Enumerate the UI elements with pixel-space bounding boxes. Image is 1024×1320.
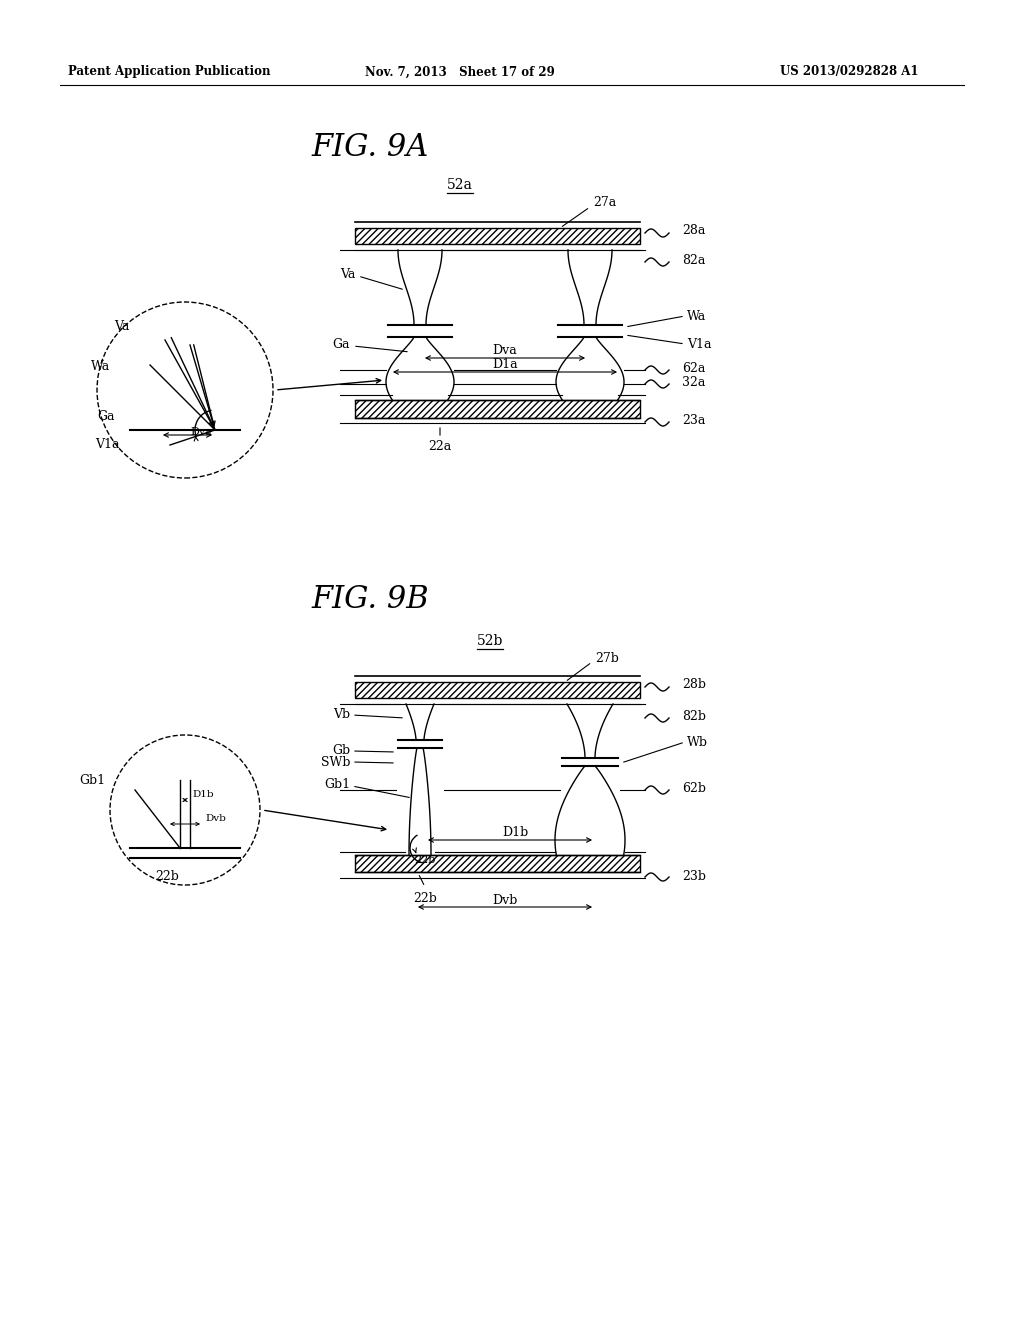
Text: Gb1: Gb1 [79,774,105,787]
Text: 62a: 62a [682,363,706,375]
Text: Dva: Dva [190,426,212,437]
Text: SWb: SWb [321,755,350,768]
Text: D1a: D1a [493,359,518,371]
Text: Ga: Ga [333,338,350,351]
Text: Patent Application Publication: Patent Application Publication [68,66,270,78]
Text: 32a: 32a [682,376,706,389]
Text: 22b: 22b [155,870,179,883]
Text: US 2013/0292828 A1: US 2013/0292828 A1 [780,66,919,78]
Text: 23b: 23b [682,870,706,883]
Text: 28a: 28a [682,224,706,238]
Text: Dvb: Dvb [493,894,518,907]
Text: FIG. 9A: FIG. 9A [311,132,429,164]
Text: Va: Va [115,319,130,333]
Text: 28b: 28b [682,678,706,692]
Text: 23a: 23a [682,414,706,428]
Text: 82a: 82a [682,253,706,267]
Text: 22b: 22b [413,892,437,906]
Bar [355,400,640,418]
Bar [355,855,640,873]
Text: Nov. 7, 2013   Sheet 17 of 29: Nov. 7, 2013 Sheet 17 of 29 [365,66,555,78]
Text: Wa: Wa [91,360,110,374]
Text: V1a: V1a [687,338,712,351]
Text: V1a: V1a [95,438,120,451]
Text: Dva: Dva [493,345,517,358]
Text: D1b: D1b [502,826,528,840]
Text: 52a: 52a [447,178,473,191]
Text: 27a: 27a [593,197,616,210]
Text: 62b: 62b [682,783,706,796]
Text: Ga: Ga [97,411,115,422]
Text: 52b: 52b [477,634,503,648]
Text: Gb: Gb [332,743,350,756]
Text: FIG. 9B: FIG. 9B [311,585,429,615]
Text: Vb: Vb [333,708,350,721]
Text: Wa: Wa [687,310,707,323]
Bar [355,682,640,698]
Text: 22b: 22b [415,855,435,865]
Text: Gb1: Gb1 [324,779,350,792]
Text: 22a: 22a [428,440,452,453]
Text: Va: Va [340,268,355,281]
Text: 27b: 27b [595,652,618,665]
Text: Dvb: Dvb [205,814,226,822]
Bar [355,228,640,244]
Text: D1b: D1b [193,789,214,799]
Text: Wb: Wb [687,737,708,750]
Text: 82b: 82b [682,710,706,723]
